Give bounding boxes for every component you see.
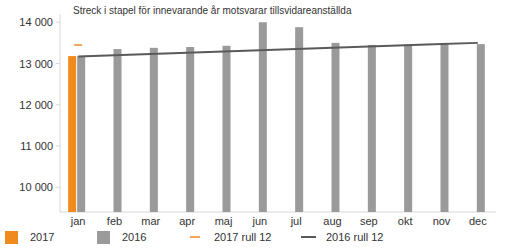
y-tick-label: 13 000	[19, 58, 53, 70]
bar	[295, 27, 303, 212]
line-marker	[74, 44, 82, 46]
y-tick	[56, 63, 60, 64]
bar	[477, 44, 485, 212]
legend-swatch	[5, 231, 18, 244]
plot-marks	[68, 22, 485, 212]
y-tick-label: 11 000	[20, 140, 53, 152]
y-tick	[56, 22, 60, 23]
legend-swatch	[301, 236, 316, 238]
bar	[114, 49, 122, 212]
x-tick-label: jan	[70, 215, 86, 227]
legend-label: 2016 rull 12	[326, 231, 384, 243]
x-tick-label: nov	[433, 215, 451, 227]
bar	[368, 45, 376, 212]
bar	[68, 56, 76, 212]
x-tick-label: sep	[360, 215, 378, 227]
x-tick-label: maj	[215, 215, 233, 227]
y-tick-label: 10 000	[19, 181, 53, 193]
x-tick-label: mar	[141, 215, 160, 227]
bar	[404, 45, 412, 212]
title: Streck i stapel för innevarande år motsv…	[73, 5, 352, 16]
bar	[332, 43, 340, 212]
legend-label: 2016	[122, 231, 146, 243]
y-tick-label: 12 000	[19, 99, 53, 111]
y-tick	[56, 104, 60, 105]
x-tick-label: dec	[469, 215, 487, 227]
x-tick-label: okt	[398, 215, 413, 227]
bar	[223, 46, 231, 212]
bar	[150, 48, 158, 212]
x-tick-label: feb	[107, 215, 122, 227]
chart: 10 000 11 000 12 000 13 000 14 000 jan feb mar a…	[0, 0, 512, 251]
x-tick-label: aug	[323, 215, 341, 227]
y-axis	[60, 14, 61, 212]
bar	[441, 44, 449, 212]
legend-swatch	[190, 236, 200, 238]
bar	[77, 56, 85, 212]
y-tick	[56, 187, 60, 188]
x-tick-label: apr	[179, 215, 195, 227]
x-tick-label: jul	[290, 215, 302, 227]
x-axis	[60, 212, 496, 213]
bar	[186, 47, 194, 212]
y-tick-label: 14 000	[19, 16, 53, 28]
legend-label: 2017 rull 12	[214, 231, 272, 243]
x-tick-label: jun	[251, 215, 267, 227]
legend-label: 2017	[30, 231, 54, 243]
legend-swatch	[97, 231, 110, 244]
y-tick	[56, 146, 60, 147]
line	[78, 43, 478, 57]
